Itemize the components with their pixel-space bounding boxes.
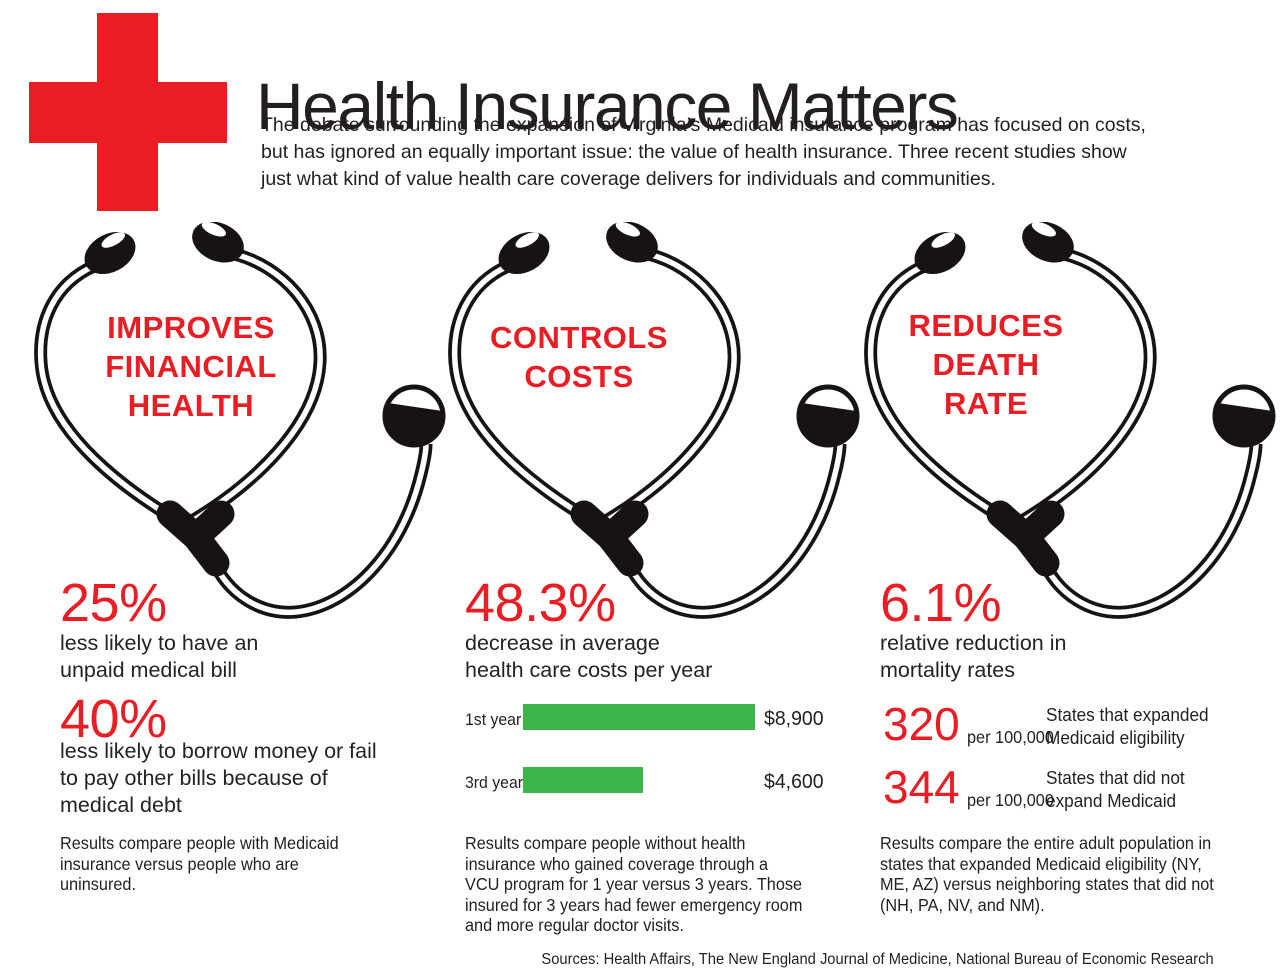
footnote-line: Results compare the entire adult populat… [880,833,1212,853]
column-controls-costs: CONTROLS COSTS [444,222,864,642]
heading-line: REDUCES [908,308,1064,343]
stat-value-25-percent: 25% [60,573,167,633]
intro-line: but has ignored an equally important iss… [261,141,1127,163]
intro-line: The debate surrounding the expansion of … [261,114,1146,136]
footnote-line: and more regular doctor visits. [465,915,684,935]
intro-line: just what kind of value health care cove… [261,168,996,190]
footnote-line: Results compare people with Medicaid [60,833,339,853]
rate-unit-expanded: per 100,000 [967,727,1054,747]
footnote-line: insured for 3 years had fewer emergency … [465,894,803,915]
stat-value-6-percent: 6.1% [880,573,1002,633]
desc-line: less likely to borrow money or fail [60,739,377,763]
rate-label-line: expand Medicaid [1046,789,1177,811]
sources-line: Sources: Health Affairs, The New England… [541,951,1214,968]
heart-heading-financial: IMPROVES FINANCIAL HEALTH [54,308,328,425]
desc-line: to pay other bills because of [60,766,328,790]
rate-label-expanded: States that expanded Medicaid eligibilit… [1046,704,1209,749]
heart-heading-death-rate: REDUCES DEATH RATE [860,306,1112,423]
rate-value-expanded: 320 [883,698,960,750]
footnote-line: ME, AZ) versus neighboring states that d… [880,874,1214,894]
footnote-state-comparison: Results compare the entire adult populat… [880,833,1214,915]
stat-desc-mortality: relative reduction in mortality rates [880,630,1066,684]
footnote-line: VCU program for 1 year versus 3 years. T… [465,874,803,894]
stat-desc-unpaid-bill: less likely to have an unpaid medical bi… [60,630,258,684]
rate-unit-not-expanded: per 100,000 [967,790,1054,810]
footnote-vcu-program: Results compare people without health in… [465,833,802,936]
intro-paragraph: The debate surrounding the expansion of … [261,112,1146,193]
heart-heading-costs: CONTROLS COSTS [444,318,714,396]
heading-line: DEATH [932,347,1040,382]
desc-line: less likely to have an [60,631,259,655]
bar-value-1st-year: $8,900 [764,707,824,730]
column-death-rate: REDUCES DEATH RATE [860,222,1280,642]
heading-line: IMPROVES [107,310,275,345]
footnote-line: uninsured. [60,874,137,894]
red-cross-horizontal-bar [29,82,227,143]
bar-1st-year [523,704,755,730]
desc-line: mortality rates [880,658,1016,682]
heading-line: COSTS [524,359,634,394]
stat-desc-borrow-money: less likely to borrow money or fail to p… [60,738,377,819]
desc-line: relative reduction in [880,631,1067,655]
heading-line: FINANCIAL [105,349,277,384]
desc-line: health care costs per year [465,658,713,682]
desc-line: decrease in average [465,631,660,655]
footnote-line: insurance who gained coverage through a [465,853,769,874]
page-title: Health Insurance Matters [256,69,959,144]
footnote-line: Results compare people without health [465,833,746,853]
footnote-medicaid-vs-uninsured: Results compare people with Medicaid ins… [60,833,339,895]
footnote-line: states that expanded Medicaid eligibilit… [880,853,1202,874]
stat-value-40-percent: 40% [60,689,167,749]
desc-line: medical debt [60,793,182,817]
footnote-line: insurance versus people who are [60,853,299,874]
footnote-line: (NH, PA, NV, and NM). [880,894,1045,915]
bar-3rd-year [523,767,643,793]
rate-value-not-expanded: 344 [883,761,960,813]
bar-row-label-3rd-year: 3rd year [465,773,524,792]
bar-value-3rd-year: $4,600 [764,770,824,793]
heading-line: RATE [943,386,1029,421]
heading-line: HEALTH [127,388,255,423]
bar-row-label-1st-year: 1st year [465,710,522,729]
rate-label-line: States that expanded [1046,704,1209,725]
column-financial-health: IMPROVES FINANCIAL HEALTH [30,222,450,642]
stat-value-48-percent: 48.3% [465,573,616,633]
rate-label-not-expanded: States that did not expand Medicaid [1046,767,1185,812]
stat-desc-costs: decrease in average health care costs pe… [465,630,712,684]
desc-line: unpaid medical bill [60,658,237,682]
rate-label-line: States that did not [1046,767,1185,788]
heading-line: CONTROLS [490,320,668,355]
rate-label-line: Medicaid eligibility [1046,726,1185,748]
